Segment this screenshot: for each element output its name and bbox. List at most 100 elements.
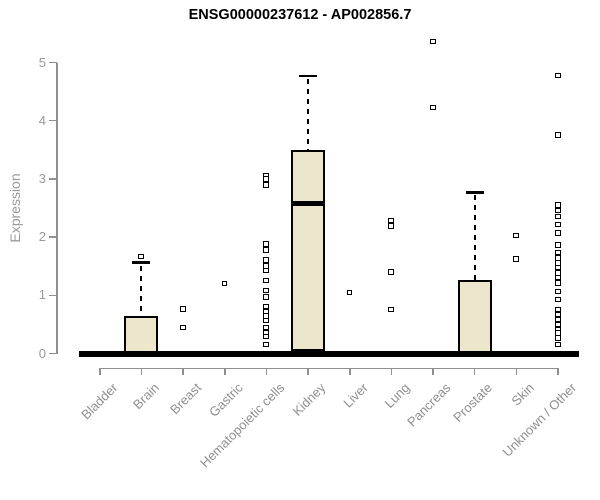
outlier-point [430, 104, 436, 111]
y-tick [49, 61, 57, 64]
x-tick-label: Brain [130, 380, 163, 413]
zero-bar [120, 350, 163, 357]
y-axis-line [56, 62, 58, 354]
x-tick-label: Liver [339, 380, 371, 411]
outlier-point [388, 217, 394, 224]
whisker-line [140, 265, 143, 316]
outlier-point [555, 255, 561, 261]
x-tick [224, 368, 226, 375]
outlier-point [555, 264, 561, 271]
outlier-point [555, 213, 561, 220]
y-tick-label: 4 [38, 112, 46, 128]
x-tick [473, 368, 476, 375]
x-tick [557, 368, 559, 375]
outlier-point [555, 202, 561, 208]
outlier-point [263, 277, 269, 284]
zero-bar [370, 350, 413, 357]
x-tick [432, 368, 434, 375]
zero-bar [245, 350, 288, 357]
x-tick-label: Skin [508, 380, 538, 409]
zero-bar [412, 350, 455, 357]
outlier-point [513, 256, 519, 262]
y-tick-label: 5 [38, 54, 46, 70]
outlier-point [555, 230, 561, 236]
outlier-point [138, 253, 144, 260]
zero-bar [287, 350, 330, 357]
whisker-cap [299, 74, 318, 78]
x-tick-label: Pancreas [404, 380, 454, 430]
outlier-point [180, 324, 186, 331]
outlier-point [555, 207, 561, 214]
outlier-point [430, 38, 436, 45]
outlier-point [555, 296, 561, 303]
outlier-point [555, 321, 561, 328]
y-tick-label: 0 [38, 345, 46, 361]
outlier-point [555, 274, 561, 281]
outlier-point [388, 306, 394, 313]
zero-bar [203, 350, 246, 357]
box [291, 149, 326, 351]
outlier-point [263, 341, 269, 348]
outlier-point [263, 333, 269, 340]
zero-bar [453, 350, 496, 357]
outlier-point [263, 257, 269, 263]
chart-title: ENSG00000237612 - AP002856.7 [188, 7, 412, 23]
outlier-point [263, 241, 269, 247]
whisker-line [473, 195, 476, 280]
zero-bar [162, 350, 205, 357]
outlier-point [388, 223, 394, 229]
outlier-point [555, 280, 561, 286]
outlier-point [388, 269, 394, 275]
y-tick [49, 119, 57, 122]
outlier-point [180, 306, 186, 312]
x-tick-label: Breast [166, 380, 204, 418]
median-line [291, 201, 326, 207]
x-axis-line [98, 367, 560, 369]
outlier-point [263, 176, 269, 182]
zero-bar [78, 350, 121, 357]
outlier-point [555, 132, 561, 138]
outlier-point [346, 289, 353, 296]
zero-bar [328, 350, 371, 357]
x-tick-label: Bladder [78, 380, 121, 423]
outlier-point [555, 249, 561, 256]
outlier-point [263, 182, 269, 188]
x-tick [307, 368, 309, 375]
outlier-point [263, 267, 269, 274]
y-tick-label: 2 [38, 229, 46, 245]
outlier-point [555, 288, 561, 295]
x-tick [515, 368, 518, 375]
outlier-point [555, 72, 561, 79]
outlier-point [555, 242, 561, 248]
whisker-cap [465, 191, 484, 194]
y-tick [49, 178, 57, 180]
y-tick [49, 352, 57, 355]
outlier-point [555, 330, 561, 336]
x-tick-label: Unknown / Other [499, 380, 579, 460]
x-tick [265, 368, 268, 375]
x-tick-label: Kidney [290, 380, 329, 419]
outlier-point [221, 280, 228, 287]
outlier-point [513, 232, 519, 239]
zero-bar [495, 350, 538, 357]
x-tick [390, 368, 393, 375]
outlier-point [555, 316, 561, 323]
outlier-point [555, 341, 561, 348]
x-tick [140, 368, 143, 375]
x-tick [182, 368, 184, 375]
y-tick [49, 294, 57, 297]
y-tick-label: 1 [38, 287, 46, 303]
x-tick-label: Lung [380, 380, 413, 412]
box [457, 279, 492, 354]
x-tick [99, 368, 101, 375]
y-tick [49, 236, 57, 238]
y-tick-label: 3 [38, 170, 46, 186]
outlier-point [263, 247, 269, 253]
outlier-point [555, 311, 561, 317]
outlier-point [263, 287, 269, 294]
outlier-point [555, 335, 561, 341]
x-tick-label: Gastric [205, 380, 246, 420]
outlier-point [555, 221, 561, 228]
